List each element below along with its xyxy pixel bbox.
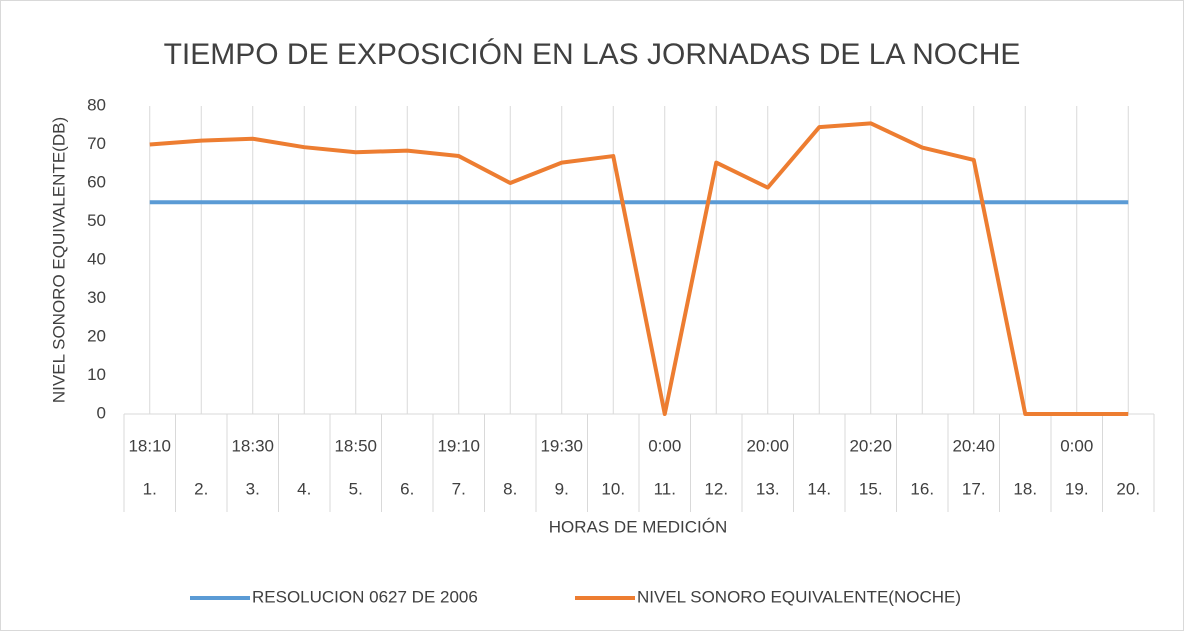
x-time-label: 18:50 xyxy=(334,436,377,455)
x-tick-label: 15. xyxy=(859,479,883,498)
x-time-label: 18:10 xyxy=(128,436,171,455)
x-tick-label: 9. xyxy=(555,479,569,498)
x-time-label: 19:10 xyxy=(437,436,480,455)
x-tick-label: 14. xyxy=(807,479,831,498)
x-tick-label: 17. xyxy=(962,479,986,498)
legend-label: RESOLUCION 0627 DE 2006 xyxy=(252,587,478,606)
y-tick-label: 60 xyxy=(87,172,106,191)
x-tick-label: 16. xyxy=(910,479,934,498)
y-tick-label: 20 xyxy=(87,326,106,345)
x-axis-title: HORAS DE MEDICIÓN xyxy=(549,517,728,536)
x-tick-label: 10. xyxy=(601,479,625,498)
x-tick-label: 11. xyxy=(654,479,676,498)
chart-title: TIEMPO DE EXPOSICIÓN EN LAS JORNADAS DE … xyxy=(164,38,1021,71)
x-time-label: 0:00 xyxy=(1060,436,1093,455)
x-tick-label: 3. xyxy=(246,479,260,498)
x-tick-label: 12. xyxy=(704,479,728,498)
x-tick-label: 7. xyxy=(452,479,466,498)
y-axis-title: NIVEL SONORO EQUIVALENTE(DB) xyxy=(49,117,68,403)
x-time-label: 0:00 xyxy=(648,436,681,455)
x-tick-label: 19. xyxy=(1065,479,1089,498)
x-time-label: 20:20 xyxy=(849,436,892,455)
x-tick-label: 4. xyxy=(297,479,311,498)
x-tick-label: 2. xyxy=(194,479,208,498)
x-tick-label: 13. xyxy=(756,479,780,498)
y-tick-label: 10 xyxy=(87,365,106,384)
y-tick-label: 70 xyxy=(87,134,106,153)
y-tick-label: 80 xyxy=(87,95,106,114)
y-tick-label: 50 xyxy=(87,211,106,230)
x-time-label: 18:30 xyxy=(231,436,274,455)
x-time-label: 20:00 xyxy=(746,436,789,455)
x-tick-label: 5. xyxy=(349,479,363,498)
legend-label: NIVEL SONORO EQUIVALENTE(NOCHE) xyxy=(637,587,961,606)
y-tick-label: 0 xyxy=(97,403,106,422)
x-tick-label: 18. xyxy=(1013,479,1037,498)
x-tick-label: 6. xyxy=(400,479,414,498)
x-tick-label: 1. xyxy=(143,479,157,498)
x-tick-label: 20. xyxy=(1116,479,1140,498)
x-time-label: 20:40 xyxy=(952,436,995,455)
y-tick-label: 30 xyxy=(87,288,106,307)
y-tick-label: 40 xyxy=(87,249,106,268)
x-tick-label: 8. xyxy=(503,479,517,498)
x-time-label: 19:30 xyxy=(540,436,583,455)
series-line xyxy=(149,121,1129,416)
